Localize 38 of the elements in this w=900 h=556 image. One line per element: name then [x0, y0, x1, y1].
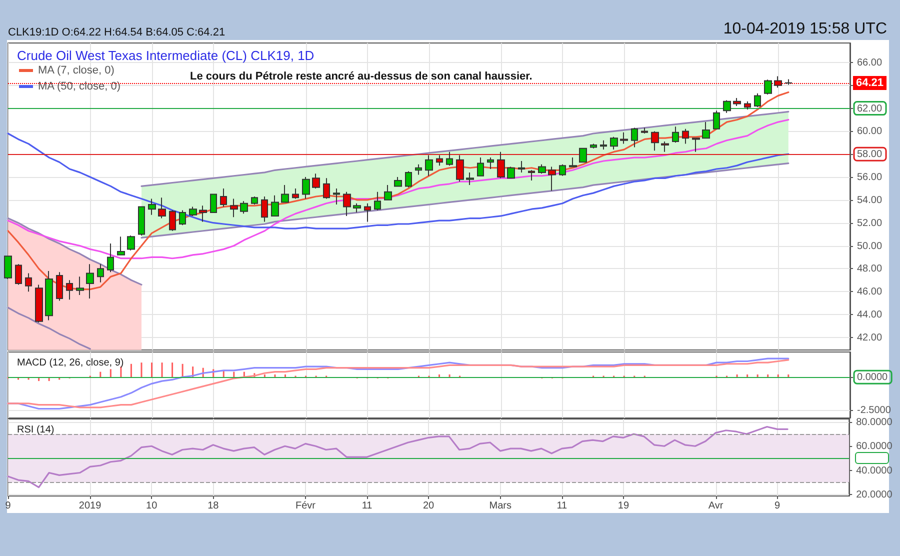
text: CLK19:1D O:64.22 H:64.54 B:64.05 C:64.21: [8, 26, 226, 38]
x-tick-label: 20: [422, 500, 435, 512]
y-tick-label: 66.00: [857, 57, 882, 68]
x-tick-label: 19: [618, 500, 630, 512]
x-tick-label: Mars: [489, 500, 512, 512]
y-tick-label: 46.00: [857, 286, 882, 298]
x-tick-label: 18: [208, 500, 220, 512]
y-tick-label: -2.5000: [857, 405, 892, 416]
y-tick-label: 80.0000: [856, 416, 893, 428]
y-tick-label: 56.00: [857, 172, 882, 184]
y-tick-label: 42.00: [857, 332, 882, 344]
ref-line-label: 64.21: [856, 76, 884, 89]
x-tick-label: 11: [556, 500, 568, 512]
y-tick-label: 48.00: [857, 264, 882, 275]
x-tick-label: 9: [774, 500, 781, 512]
y-tick-label: 50.00: [857, 240, 882, 252]
chart-title: Crude Oil West Texas Intermediate (CL) CLK19, 1D: [17, 48, 314, 63]
x-tick-label: 2019: [78, 500, 102, 512]
y-tick-label: 58.00: [857, 149, 882, 160]
text: MACD (12, 26, close, 9): [17, 358, 124, 368]
x-tick-label: 10: [146, 500, 158, 512]
y-tick-label: 0.0000: [857, 372, 888, 384]
y-tick-label: 52.00: [857, 218, 882, 229]
text: 10-04-2019 15:58 UTC: [723, 20, 887, 38]
text: RSI (14): [17, 424, 54, 436]
x-tick-label: 9: [5, 500, 12, 512]
x-tick-label: Févr: [295, 500, 316, 512]
y-tick-label: 44.00: [857, 309, 882, 320]
y-tick-label: 62.00: [857, 103, 882, 114]
y-tick-label: 20.0000: [856, 490, 893, 501]
x-tick-label: Avr: [708, 500, 724, 512]
y-tick-label: 60.0000: [856, 441, 893, 452]
y-tick-label: 60.00: [857, 126, 882, 138]
y-tick-label: 54.00: [857, 194, 882, 206]
x-tick-label: 11: [362, 500, 373, 512]
y-tick-label: 40.0000: [856, 465, 893, 476]
text: Le cours du Pétrole reste ancré au-dessus de son canal haussier.: [190, 70, 532, 82]
legend-label: MA (7, close, 0): [38, 64, 114, 76]
